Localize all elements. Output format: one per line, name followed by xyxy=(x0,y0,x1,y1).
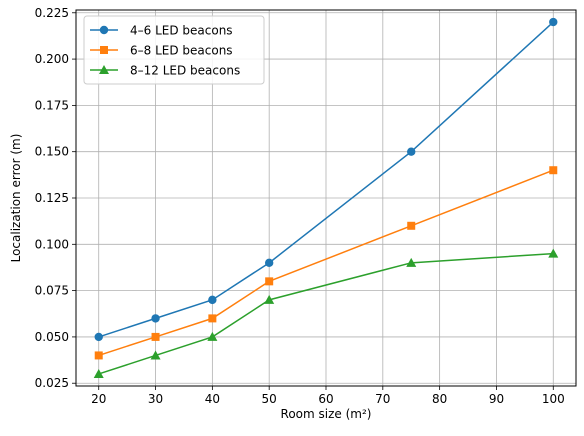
legend-label: 8–12 LED beacons xyxy=(130,64,240,78)
legend: 4–6 LED beacons 6–8 LED beacons 8–12 LED b… xyxy=(83,15,265,85)
data-point xyxy=(207,331,218,341)
series-2 xyxy=(94,166,558,360)
data-point xyxy=(549,166,558,175)
x-tick-label: 70 xyxy=(375,392,390,406)
data-point xyxy=(151,314,160,323)
series-line xyxy=(98,21,554,338)
data-point xyxy=(406,257,417,267)
axis-ticks: 20 30 40 50 60 70 80 90 100 0.025 0.050 0.075 0.100 0… xyxy=(35,6,565,406)
x-tick-label: 50 xyxy=(262,392,277,406)
data-point xyxy=(548,248,559,258)
data-point xyxy=(94,332,103,342)
data-point xyxy=(94,351,103,360)
y-axis-label: Localization error (m) xyxy=(9,134,23,263)
legend-label: 6–8 LED beacons xyxy=(130,44,233,58)
data-point xyxy=(150,350,161,360)
y-tick-label: 0.100 xyxy=(35,237,69,251)
x-tick-label: 40 xyxy=(205,392,220,406)
x-tick-label: 100 xyxy=(542,392,565,406)
legend-item: 4–6 LED beacons xyxy=(90,24,233,38)
y-tick-label: 0.075 xyxy=(35,284,69,298)
series-line xyxy=(98,169,554,357)
data-point xyxy=(208,314,217,323)
y-tick-label: 0.050 xyxy=(35,330,69,344)
x-tick-label: 20 xyxy=(91,392,106,406)
x-axis-label: Room size (m²) xyxy=(281,407,372,421)
y-tick-label: 0.225 xyxy=(35,6,69,20)
data-point xyxy=(93,368,104,378)
legend-label: 4–6 LED beacons xyxy=(130,24,233,38)
legend-marker xyxy=(99,25,109,35)
series-1 xyxy=(94,17,558,342)
legend-item: 8–12 LED beacons xyxy=(90,64,240,78)
data-point xyxy=(407,221,416,230)
x-tick-label: 30 xyxy=(148,392,163,406)
series-layer xyxy=(93,17,559,378)
data-point xyxy=(151,332,160,341)
legend-item: 6–8 LED beacons xyxy=(90,44,233,58)
y-tick-label: 0.025 xyxy=(35,376,69,390)
data-point xyxy=(264,294,275,304)
y-tick-label: 0.150 xyxy=(35,145,69,159)
y-tick-label: 0.125 xyxy=(35,191,69,205)
data-point xyxy=(407,147,416,156)
series-line xyxy=(98,252,554,375)
x-tick-label: 90 xyxy=(489,392,504,406)
y-tick-label: 0.175 xyxy=(35,98,69,112)
data-point xyxy=(208,295,217,305)
data-point xyxy=(265,277,274,286)
x-tick-label: 60 xyxy=(318,392,333,406)
x-tick-label: 80 xyxy=(432,392,447,406)
data-point xyxy=(549,17,558,27)
legend-marker xyxy=(99,65,109,74)
legend-marker xyxy=(100,46,108,54)
series-3 xyxy=(93,248,559,378)
y-tick-label: 0.200 xyxy=(35,52,69,66)
data-point xyxy=(264,258,274,268)
legend-box xyxy=(83,15,265,85)
